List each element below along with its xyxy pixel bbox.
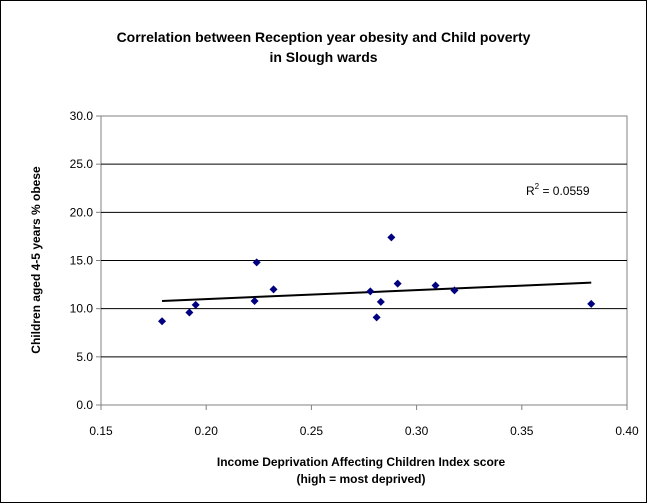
- data-point: [185, 308, 194, 317]
- x-axis-title-line-1: Income Deprivation Affecting Children In…: [217, 455, 506, 469]
- chart-title-line-1: Correlation between Reception year obesi…: [116, 29, 531, 45]
- r-squared-value: = 0.0559: [539, 184, 590, 198]
- x-tick-label: 0.30: [405, 424, 429, 438]
- r-squared-annotation: R2 = 0.0559: [526, 182, 590, 198]
- y-tick-label: 5.0: [76, 350, 93, 364]
- y-tick-label: 20.0: [70, 205, 94, 219]
- data-point: [450, 286, 459, 295]
- x-tick-label: 0.40: [615, 424, 639, 438]
- data-points: [158, 233, 596, 326]
- gridlines: [96, 115, 628, 410]
- y-tick-label: 10.0: [70, 302, 94, 316]
- data-point: [191, 300, 200, 309]
- x-tick-label: 0.15: [89, 424, 113, 438]
- x-tick-label: 0.20: [195, 424, 219, 438]
- data-point: [250, 296, 259, 305]
- data-point: [393, 279, 402, 288]
- chart-title-line-2: in Slough wards: [269, 49, 378, 65]
- data-point: [269, 285, 278, 294]
- y-tick-label: 0.0: [76, 398, 93, 412]
- r-squared-prefix: R: [526, 184, 535, 198]
- data-point: [587, 299, 596, 308]
- x-tick-label: 0.25: [300, 424, 324, 438]
- y-tick-label: 15.0: [70, 254, 94, 268]
- data-point: [252, 258, 261, 267]
- y-tick-label: 30.0: [70, 109, 94, 123]
- x-tick-labels: 0.15 0.20 0.25 0.30 0.35 0.40: [89, 424, 639, 438]
- trendline: [161, 281, 592, 302]
- y-axis-title: Children aged 4-5 years % obese: [29, 166, 43, 354]
- r-squared-sup: 2: [535, 182, 540, 191]
- data-point: [158, 317, 167, 326]
- data-point: [431, 281, 440, 290]
- chart-title: Correlation between Reception year obesi…: [0, 27, 647, 67]
- y-tick-label: 25.0: [70, 157, 94, 171]
- data-point: [376, 297, 385, 306]
- data-point: [366, 287, 375, 296]
- data-point: [372, 313, 381, 322]
- data-point: [387, 233, 396, 242]
- x-axis-title-line-2: (high = most deprived): [296, 472, 425, 486]
- y-tick-labels: 0.0 5.0 10.0 15.0 20.0 25.0 30.0: [70, 109, 94, 412]
- x-tick-label: 0.35: [510, 424, 534, 438]
